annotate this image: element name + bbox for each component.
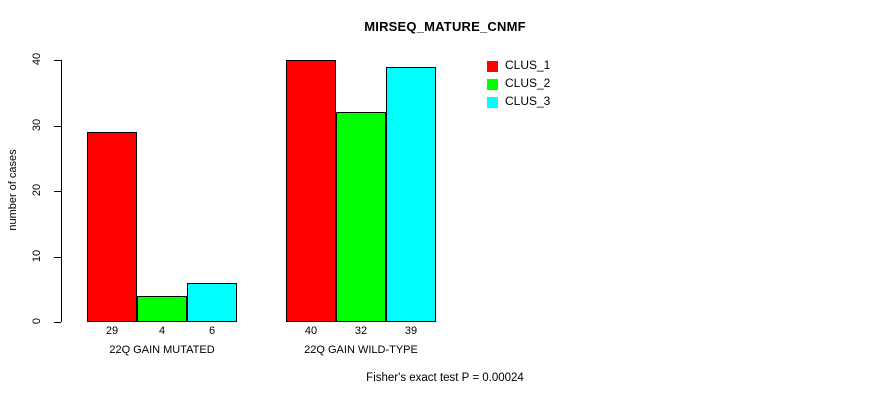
bar-value-label: 6: [208, 325, 216, 337]
bar-22q-gain-wild-type-clus_2[interactable]: [336, 112, 386, 322]
y-axis-tick: [54, 191, 61, 192]
y-axis-tick: [54, 256, 61, 258]
bar-22q-gain-mutated-clus_1[interactable]: [87, 132, 137, 322]
bar-value-label: 39: [404, 325, 418, 337]
legend-label-clus-2: CLUS_2: [505, 76, 551, 90]
y-axis-title: number of cases: [7, 149, 19, 231]
bar-value-label: 4: [158, 325, 166, 337]
y-axis-tick-label: 0: [31, 317, 43, 325]
legend-label-clus-1: CLUS_1: [505, 58, 551, 72]
y-axis-line: [61, 60, 62, 322]
page-title: MIRSEQ_MATURE_CNMF: [364, 19, 526, 34]
y-axis-tick-label: 20: [31, 183, 43, 197]
group-label: 22Q GAIN WILD-TYPE: [304, 344, 418, 356]
bar-22q-gain-wild-type-clus_3[interactable]: [386, 66, 436, 322]
y-axis-tick-label: 10: [31, 249, 43, 262]
y-axis-tick: [54, 322, 61, 323]
y-axis-tick-label: 30: [31, 118, 43, 131]
legend-swatch-clus-1: [487, 61, 498, 72]
bar-22q-gain-mutated-clus_3[interactable]: [187, 282, 237, 322]
bar-value-label: 40: [304, 325, 318, 337]
fisher-test-annotation: Fisher's exact test P = 0.00024: [366, 372, 524, 384]
legend-label-clus-3: CLUS_3: [505, 94, 551, 108]
y-axis-tick: [54, 60, 61, 61]
bar-22q-gain-wild-type-clus_1[interactable]: [286, 60, 336, 322]
y-axis-tick-label: 40: [31, 52, 43, 66]
bar-value-label: 29: [105, 325, 119, 337]
legend-swatch-clus-3: [487, 97, 498, 108]
y-axis-tick: [54, 125, 61, 127]
legend-swatch-clus-2: [487, 79, 498, 90]
bar-22q-gain-mutated-clus_2[interactable]: [137, 295, 187, 322]
group-label: 22Q GAIN MUTATED: [109, 344, 215, 356]
bar-value-label: 32: [354, 325, 368, 337]
